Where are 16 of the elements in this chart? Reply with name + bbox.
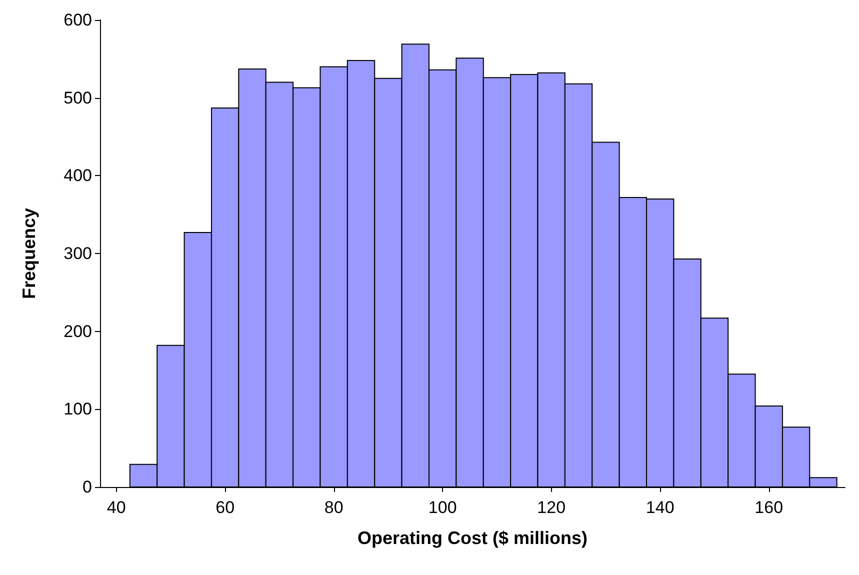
x-axis-title: Operating Cost ($ millions)	[357, 528, 588, 548]
x-tick-label: 160	[754, 498, 784, 517]
x-tick-label: 40	[106, 498, 126, 517]
y-tick-label: 100	[64, 400, 92, 419]
y-tick-label: 600	[64, 10, 92, 30]
x-tick-label: 60	[216, 498, 235, 517]
y-tick-label: 300	[64, 244, 92, 263]
x-tick-label: 140	[646, 498, 674, 517]
y-tick-label: 0	[82, 478, 92, 496]
y-tick-label: 200	[64, 322, 92, 341]
x-tick-label: 120	[537, 498, 566, 517]
x-tick-label: 80	[324, 498, 344, 517]
x-tick-label: 100	[428, 498, 457, 517]
y-tick-label: 500	[64, 88, 92, 108]
y-axis-title: Frequency	[19, 208, 39, 300]
y-tick-label: 400	[64, 166, 92, 186]
